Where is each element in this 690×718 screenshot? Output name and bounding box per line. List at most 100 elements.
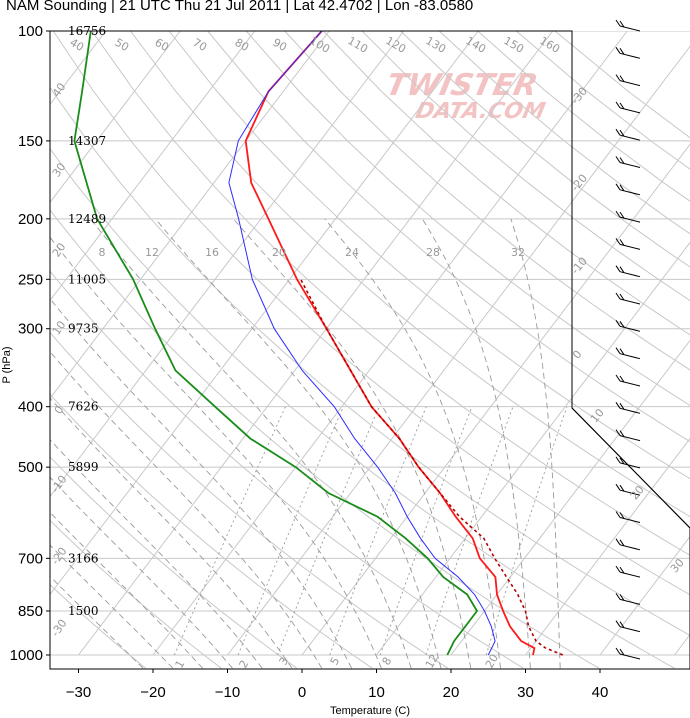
wind-barb	[615, 538, 641, 551]
potential-temperature-label: -20	[49, 545, 70, 567]
dry-adiabat	[361, 31, 690, 302]
wind-barb-flag	[619, 430, 625, 437]
moist-adiabat	[50, 297, 353, 669]
wind-barbs	[615, 19, 641, 660]
wind-barb	[615, 238, 641, 250]
wind-barb-flag	[619, 293, 625, 301]
isotherm-line	[50, 31, 479, 596]
potential-temperature-label: 10	[50, 319, 69, 338]
wind-barb-flag	[615, 47, 621, 54]
wind-barb-flag	[619, 321, 625, 328]
x-tick-label: 40	[592, 684, 609, 701]
wind-barb-flag	[615, 565, 621, 573]
wind-barb	[615, 511, 641, 523]
axis-labels: −30 −20 −10 0 10 20 30 40 100 150 200 250 300 400 500 7…	[1, 23, 687, 717]
mixing-ratio-label: 16	[205, 246, 219, 259]
dry-adiabat	[207, 31, 690, 443]
y-tick-label: 250	[18, 271, 43, 288]
wind-barb-flag	[619, 266, 625, 273]
isotherm-line	[450, 339, 690, 656]
potential-temperature-label: 30	[50, 161, 69, 180]
wind-barb-staff	[619, 107, 641, 114]
wind-barb-flag	[619, 648, 625, 656]
height-label: 11005	[68, 272, 106, 286]
height-label: 16756	[68, 24, 106, 38]
temperature-guide-label: 30	[668, 556, 687, 575]
dry-adiabat	[50, 270, 524, 669]
wind-barb	[615, 565, 641, 578]
wind-barb-flag	[619, 348, 625, 355]
wind-barb	[615, 47, 641, 59]
isotherm-line	[50, 31, 181, 204]
x-tick-label: 10	[368, 684, 385, 701]
wind-barb-flag	[615, 74, 621, 81]
isotherm-line	[50, 31, 256, 302]
wind-barb-flag	[615, 456, 621, 464]
plot-frame	[49, 30, 690, 670]
wind-barb-staff	[619, 626, 641, 633]
virtual-temperature-line	[228, 31, 496, 656]
wind-barb	[615, 19, 641, 32]
dry-adiabat	[323, 31, 690, 336]
wind-barb	[615, 402, 641, 414]
dry-adiabat	[50, 147, 675, 669]
wind-barb-staff	[619, 271, 641, 278]
isotherm-label: 60	[152, 36, 171, 54]
wind-barb	[615, 429, 641, 442]
dry-adiabat	[50, 209, 600, 669]
wind-barb	[615, 347, 641, 360]
wind-barb	[615, 647, 641, 660]
mixing-ratio-label: 20	[272, 246, 286, 259]
height-label: 9735	[68, 322, 99, 336]
wind-barb-flag	[615, 238, 621, 245]
isotherm-label: 40	[67, 36, 86, 54]
wind-barb	[615, 101, 641, 114]
mixing-ratio-line	[329, 406, 427, 656]
isotherm-label: 110	[345, 34, 370, 56]
x-tick-label: 20	[443, 684, 460, 701]
isotherm-label: 100	[307, 34, 332, 56]
wind-barb-flag	[615, 538, 621, 546]
mixing-ratio-low-label: 5	[328, 655, 343, 668]
wind-barb-staff	[619, 544, 641, 551]
dry-adiabat	[50, 519, 222, 669]
moist-adiabat	[50, 350, 323, 669]
moist-adiabat	[324, 218, 502, 669]
wind-barb-flag	[619, 184, 625, 192]
wind-barb-flag	[619, 403, 625, 410]
moist-adiabat	[50, 511, 203, 669]
wind-barb-staff	[619, 80, 641, 87]
isotherm-line	[78, 31, 554, 656]
wind-barb	[615, 456, 641, 469]
wind-barb	[615, 74, 641, 87]
isotherm-label: 130	[423, 34, 448, 56]
mixing-ratio-line	[237, 406, 344, 656]
mixing-ratio-label: 28	[426, 246, 440, 259]
wind-barb-flag	[615, 647, 621, 655]
wind-barb-flag	[619, 484, 625, 492]
wind-barb	[615, 292, 641, 305]
moist-adiabat	[421, 218, 531, 669]
mixing-ratio-line	[425, 406, 514, 656]
wind-barb	[615, 265, 641, 278]
wind-barb-flag	[619, 211, 625, 219]
wind-barb-flag	[615, 156, 621, 163]
y-axis-title: P (hPa)	[1, 346, 13, 383]
dry-adiabat	[91, 31, 690, 556]
wind-barb-flag	[615, 320, 621, 327]
parcel-line	[299, 278, 564, 656]
mixing-ratio-line	[485, 406, 568, 656]
y-tick-label: 400	[18, 399, 43, 416]
x-axis-title: Temperature (C)	[330, 705, 410, 717]
moist-adiabat	[155, 218, 442, 669]
wind-barb-flag	[615, 101, 621, 109]
wind-barb-flag	[619, 75, 625, 82]
wind-barb-flag	[615, 483, 621, 491]
y-tick-label: 1000	[10, 647, 43, 664]
mixing-ratio-low-label: 8	[380, 655, 395, 668]
wind-barb-staff	[619, 571, 641, 578]
wind-barb	[615, 128, 641, 141]
y-tick-label: 200	[18, 211, 43, 228]
